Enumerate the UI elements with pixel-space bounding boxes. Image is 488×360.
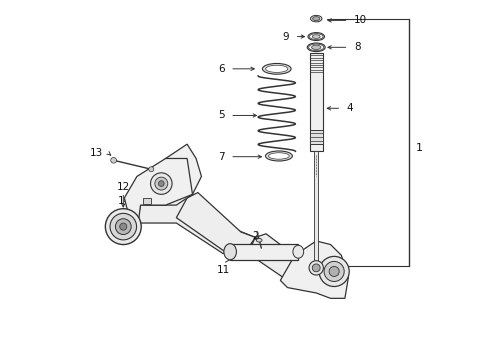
- Circle shape: [110, 157, 116, 163]
- Circle shape: [158, 181, 164, 186]
- Circle shape: [120, 223, 126, 230]
- Circle shape: [324, 261, 344, 282]
- Circle shape: [328, 266, 339, 276]
- Polygon shape: [140, 144, 201, 205]
- Polygon shape: [176, 193, 255, 255]
- Ellipse shape: [268, 153, 289, 159]
- Text: 6: 6: [218, 64, 224, 74]
- Circle shape: [155, 177, 167, 190]
- Circle shape: [105, 209, 141, 244]
- Text: 7: 7: [218, 152, 224, 162]
- Text: 9: 9: [282, 32, 289, 41]
- Ellipse shape: [256, 238, 262, 242]
- Text: 2: 2: [251, 231, 258, 240]
- Ellipse shape: [306, 43, 325, 51]
- Text: 5: 5: [218, 111, 224, 121]
- Bar: [314, 151, 317, 262]
- Circle shape: [115, 219, 131, 234]
- Bar: [143, 198, 151, 204]
- Circle shape: [110, 213, 136, 240]
- Circle shape: [150, 173, 172, 194]
- Ellipse shape: [265, 151, 292, 161]
- Polygon shape: [124, 158, 192, 220]
- Ellipse shape: [311, 45, 320, 49]
- Text: 3: 3: [328, 258, 335, 268]
- Polygon shape: [280, 241, 348, 298]
- Ellipse shape: [292, 245, 303, 258]
- Text: 13: 13: [89, 148, 102, 158]
- Text: 12: 12: [117, 182, 130, 192]
- Ellipse shape: [307, 33, 324, 41]
- Circle shape: [319, 256, 348, 287]
- Ellipse shape: [224, 244, 236, 260]
- Text: 14: 14: [118, 196, 131, 206]
- Ellipse shape: [312, 17, 319, 21]
- Polygon shape: [247, 234, 316, 280]
- Text: 11: 11: [216, 265, 229, 275]
- Ellipse shape: [265, 65, 287, 72]
- Text: 10: 10: [353, 15, 366, 26]
- Ellipse shape: [309, 34, 323, 40]
- Text: 1: 1: [415, 143, 422, 153]
- Circle shape: [148, 167, 153, 172]
- Text: 4: 4: [346, 103, 353, 113]
- Bar: [309, 130, 322, 144]
- Circle shape: [308, 261, 323, 275]
- Ellipse shape: [310, 15, 321, 22]
- Bar: [230, 244, 298, 260]
- Bar: [309, 53, 322, 151]
- Ellipse shape: [262, 63, 290, 74]
- Text: 8: 8: [353, 42, 360, 52]
- Ellipse shape: [308, 44, 323, 50]
- Circle shape: [312, 264, 320, 272]
- Ellipse shape: [312, 35, 320, 39]
- Polygon shape: [137, 194, 255, 253]
